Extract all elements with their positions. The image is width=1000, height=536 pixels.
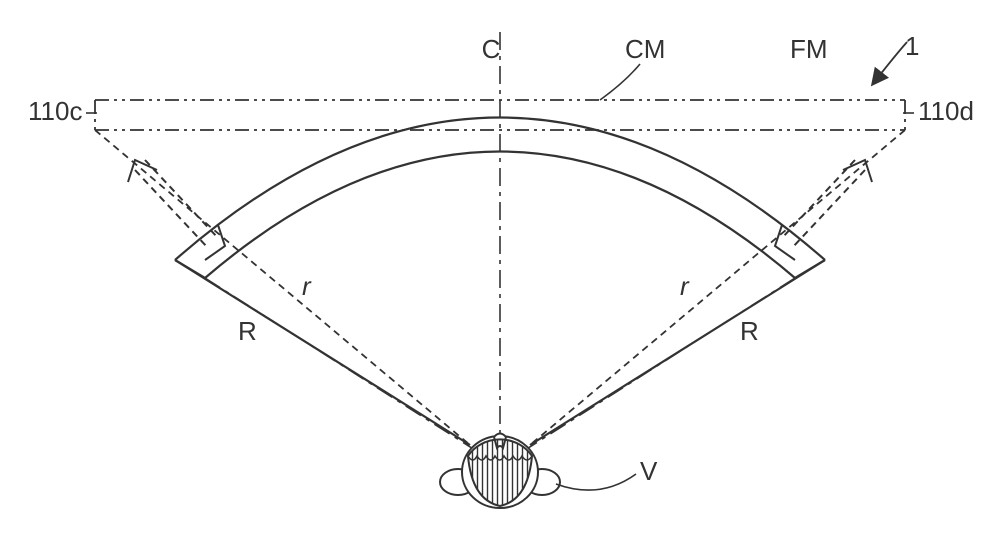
- label-r-right: r: [680, 271, 690, 301]
- r-right-line: [522, 278, 795, 452]
- label-CM: CM: [625, 34, 665, 64]
- transform-arrow-right: [775, 160, 872, 260]
- label-110d: 110d: [918, 96, 974, 126]
- patent-figure: 1 C CM FM 110c 110d r r R R V: [0, 0, 1000, 536]
- label-1: 1: [905, 31, 919, 61]
- label-110c: 110c: [28, 96, 82, 126]
- v-leader: [556, 474, 636, 490]
- dashed-cone-left: [95, 130, 470, 445]
- label-R-left: R: [238, 316, 257, 346]
- one-leader: [872, 42, 907, 85]
- label-V: V: [640, 456, 658, 486]
- label-C: C: [482, 34, 501, 64]
- label-r-left: r: [302, 271, 312, 301]
- dashed-cone-right: [530, 130, 905, 445]
- r-left-line: [205, 278, 478, 452]
- cm-leader: [600, 64, 640, 100]
- label-FM: FM: [790, 34, 828, 64]
- viewer-head: [440, 434, 560, 509]
- transform-arrow-left: [128, 160, 225, 260]
- label-R-right: R: [740, 316, 759, 346]
